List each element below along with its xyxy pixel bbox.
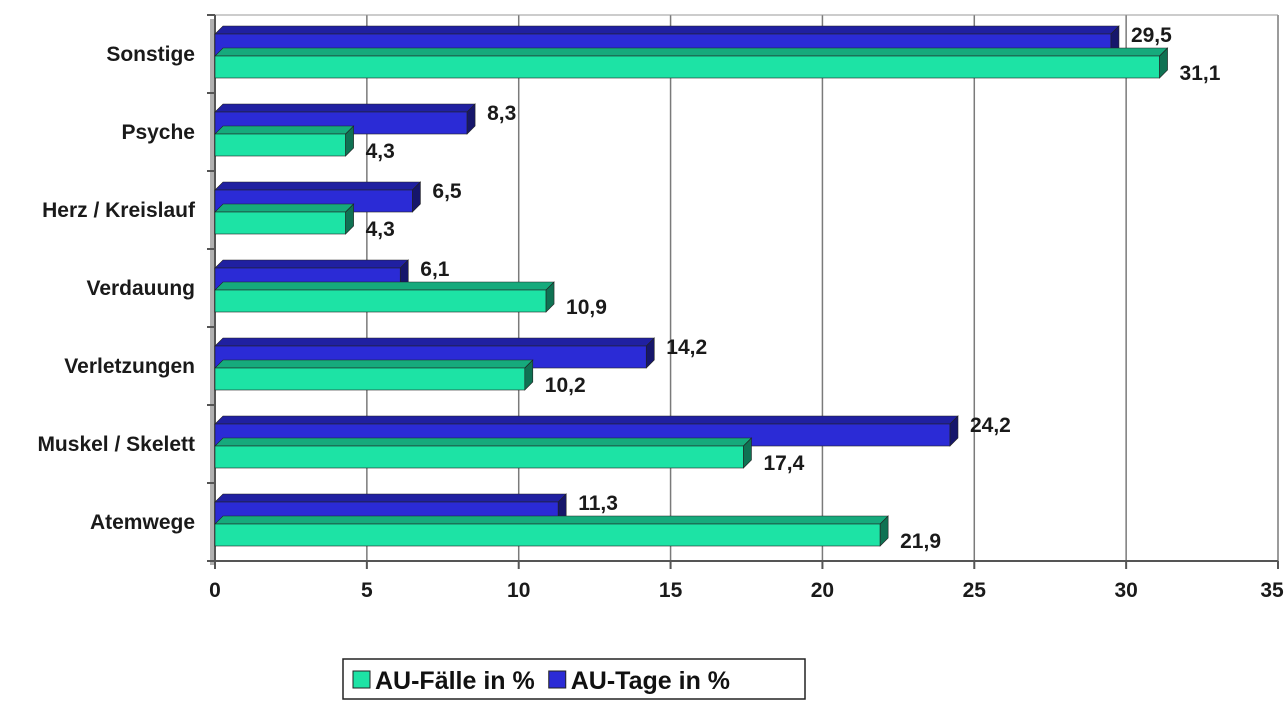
legend: AU-Fälle in % AU-Tage in % [342, 658, 806, 700]
category-label: Psyche [121, 121, 195, 144]
data-label: 6,1 [420, 258, 450, 281]
bar-side-face [743, 437, 752, 469]
bar-top-face [214, 203, 355, 213]
bar-top-face [214, 437, 753, 447]
data-label: 4,3 [366, 218, 395, 241]
bar-side-face [524, 359, 534, 391]
bar-side-face [466, 103, 476, 135]
category-label: Muskel / Skelett [37, 433, 195, 456]
category-label: Verletzungen [64, 355, 195, 378]
bar-top-face [214, 125, 355, 135]
bar-side-face [545, 281, 555, 313]
data-label: 11,3 [578, 492, 618, 515]
bar-au-faelle [214, 133, 346, 157]
data-label: 14,2 [666, 336, 707, 359]
data-label: 4,3 [366, 140, 395, 163]
x-tick-label: 5 [361, 579, 373, 602]
legend-label: AU-Tage in % [571, 667, 730, 695]
data-label: 29,5 [1131, 24, 1172, 47]
bar-side-face [949, 415, 959, 447]
bar-side-face [1159, 47, 1168, 79]
legend-box [342, 658, 806, 700]
category-label: Sonstige [106, 43, 195, 66]
bars [214, 25, 1169, 547]
bar-au-faelle [214, 445, 744, 469]
bar-side-face [879, 515, 889, 547]
bar-top-face [214, 259, 409, 269]
bar-top-face [214, 281, 555, 291]
data-label: 31,1 [1180, 62, 1221, 85]
legend-swatch [548, 670, 567, 689]
bar-au-faelle [214, 211, 346, 235]
data-label: 6,5 [432, 180, 462, 203]
bar-top-face [214, 359, 534, 369]
labels: 0 5 10 15 20 25 30 35 29,5 31,1 Sonstige 8,3 4,3 Psyc… [37, 24, 1284, 602]
data-label: 10,2 [545, 374, 586, 397]
legend-label: AU-Fälle in % [375, 667, 535, 695]
bar-au-faelle [214, 367, 526, 391]
bar-top-face [214, 103, 476, 113]
data-label: 8,3 [487, 102, 516, 125]
x-tick-label: 30 [1114, 579, 1137, 602]
data-label: 10,9 [566, 296, 607, 319]
category-label: Verdauung [86, 277, 195, 300]
bar-side-face [345, 125, 354, 157]
bar-top-face [214, 47, 1169, 57]
bar-top-face [214, 25, 1120, 35]
bar-side-face [645, 337, 655, 369]
x-tick-label: 35 [1260, 579, 1284, 602]
bar-side-face [345, 203, 354, 235]
x-tick-label: 25 [963, 579, 987, 602]
bar-side-face [412, 181, 421, 213]
axes [207, 14, 1279, 569]
bar-top-face [214, 493, 567, 503]
bar-top-face [214, 337, 655, 347]
category-label: Atemwege [90, 511, 195, 534]
bar-au-faelle [214, 289, 547, 313]
bar-top-face [214, 415, 959, 425]
legend-swatch [352, 670, 371, 689]
x-tick-label: 0 [209, 579, 221, 602]
bar-top-face [214, 515, 889, 525]
bar-top-face [214, 181, 422, 191]
x-tick-label: 20 [811, 579, 834, 602]
data-label: 21,9 [900, 530, 941, 553]
bar-au-faelle [214, 523, 881, 547]
x-tick-label: 10 [507, 579, 530, 602]
category-label: Herz / Kreislauf [42, 199, 196, 222]
bar-au-faelle [214, 55, 1160, 79]
data-label: 24,2 [970, 414, 1011, 437]
data-label: 17,4 [763, 452, 804, 475]
x-tick-label: 15 [659, 579, 683, 602]
